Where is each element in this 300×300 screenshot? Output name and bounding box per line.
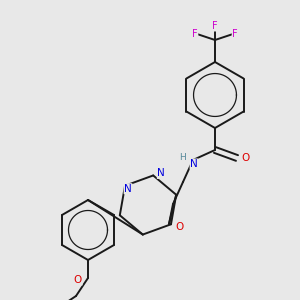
Text: F: F bbox=[212, 21, 218, 31]
Text: N: N bbox=[190, 159, 198, 169]
Text: N: N bbox=[157, 169, 165, 178]
Text: O: O bbox=[175, 222, 183, 232]
Text: O: O bbox=[74, 275, 82, 285]
Text: H: H bbox=[180, 152, 186, 161]
Text: F: F bbox=[232, 29, 238, 39]
Text: N: N bbox=[124, 184, 132, 194]
Text: O: O bbox=[242, 153, 250, 163]
Text: F: F bbox=[192, 29, 198, 39]
